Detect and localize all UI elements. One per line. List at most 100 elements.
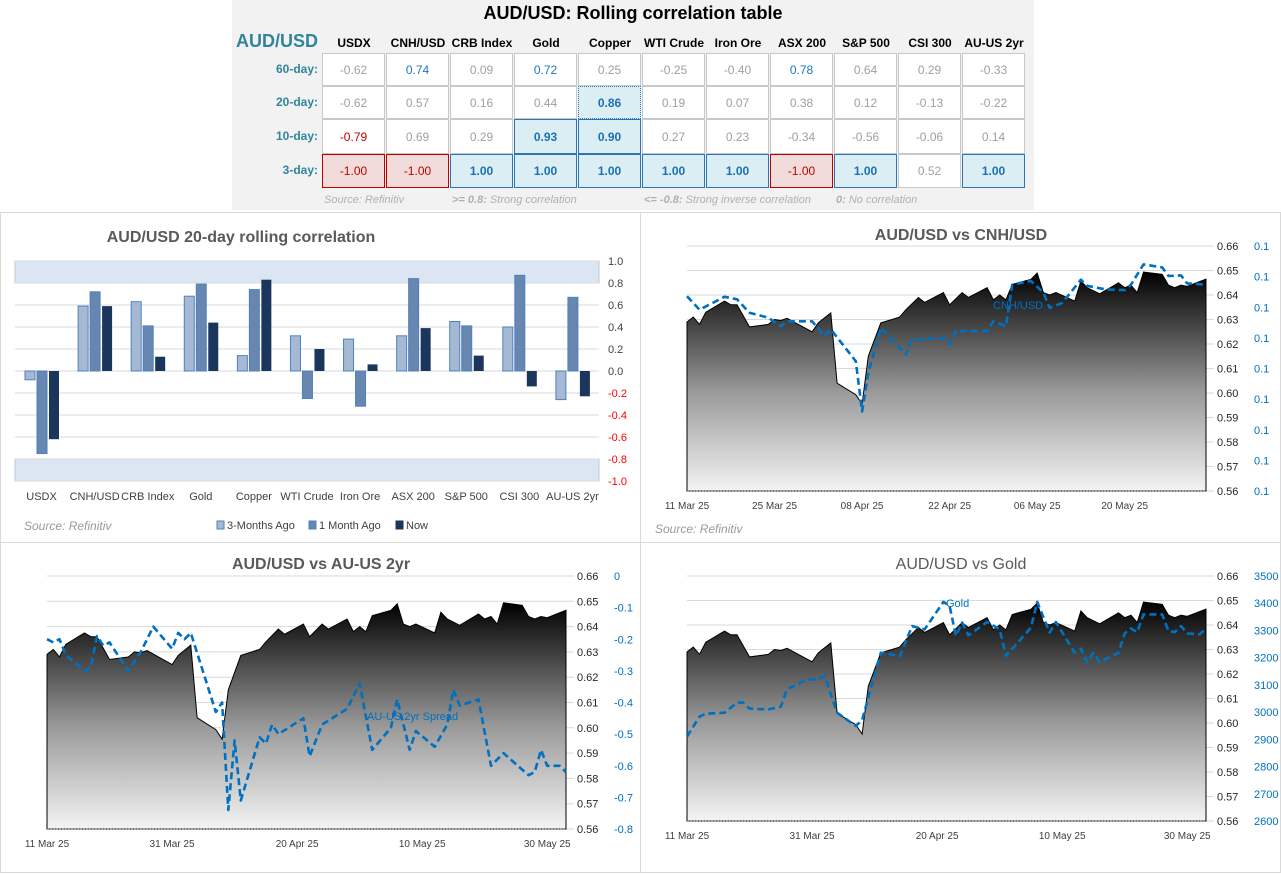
bar-now — [49, 371, 59, 440]
legend-swatch — [395, 520, 404, 530]
y-right-tick-label: 0.1 — [1254, 486, 1269, 498]
y-left-tick-label: 0.62 — [1217, 669, 1238, 681]
column-header: ASX 200 — [777, 36, 827, 50]
y-tick-label: 0.0 — [608, 366, 623, 378]
chart-title: AUD/USD vs CNH/USD — [875, 227, 1047, 244]
table-cell[interactable]: -0.79 — [322, 119, 385, 154]
table-cell[interactable]: 0.86 — [578, 86, 641, 119]
table-cell[interactable]: -0.62 — [322, 86, 385, 119]
x-tick-label: 25 Mar 25 — [752, 501, 797, 512]
x-tick-label: 10 May 25 — [399, 839, 446, 850]
legend-text: Strong inverse correlation — [685, 194, 811, 206]
table-cell[interactable]: 0.38 — [770, 86, 833, 119]
y-tick-label: 0.8 — [608, 278, 623, 290]
table-cell[interactable]: 0.27 — [642, 119, 705, 154]
y-left-tick-label: 0.59 — [1217, 413, 1238, 425]
table-cell[interactable]: -0.33 — [962, 53, 1025, 86]
table-cell[interactable]: 0.74 — [386, 53, 449, 86]
table-cell[interactable]: 0.90 — [578, 119, 641, 154]
bar-3-months-ago — [449, 321, 461, 372]
legend-key: <= -0.8: — [644, 194, 683, 206]
table-cell[interactable]: 0.25 — [578, 53, 641, 86]
y-left-tick-label: 0.57 — [577, 799, 598, 811]
table-cell[interactable]: 0.78 — [770, 53, 833, 86]
table-cell[interactable]: 1.00 — [962, 154, 1025, 188]
y-left-tick-label: 0.59 — [577, 748, 598, 760]
y-left-tick-label: 0.66 — [1217, 571, 1238, 583]
table-cell[interactable]: -1.00 — [770, 154, 833, 188]
y-left-tick-label: 0.61 — [1217, 694, 1238, 706]
table-cell[interactable]: 0.16 — [450, 86, 513, 119]
y-right-tick-label: -0.5 — [614, 729, 633, 741]
table-cell[interactable]: 0.64 — [834, 53, 897, 86]
table-cell[interactable]: 1.00 — [706, 154, 769, 188]
table-cell[interactable]: 1.00 — [578, 154, 641, 188]
bar-3-months-ago — [396, 335, 408, 372]
legend-label: 1 Month Ago — [319, 520, 381, 532]
table-cell[interactable]: 0.14 — [962, 119, 1025, 154]
legend-inverse: <= -0.8: Strong inverse correlation — [644, 194, 811, 206]
table-cell[interactable]: -0.13 — [898, 86, 961, 119]
table-cell[interactable]: 0.69 — [386, 119, 449, 154]
table-cell[interactable]: 1.00 — [514, 154, 577, 188]
y-tick-label: -1.0 — [608, 476, 627, 488]
bar-now — [579, 371, 590, 397]
legend-text: No correlation — [848, 194, 918, 206]
y-left-tick-label: 0.64 — [577, 622, 598, 634]
table-cell[interactable]: 0.93 — [514, 119, 577, 154]
y-right-tick-label: -0.8 — [614, 824, 633, 836]
table-cell[interactable]: 0.29 — [450, 119, 513, 154]
table-cell[interactable]: 0.72 — [514, 53, 577, 86]
y-right-tick-label: 3500 — [1254, 571, 1278, 583]
legend-swatch — [216, 520, 225, 530]
table-cell[interactable]: -0.34 — [770, 119, 833, 154]
table-cell[interactable]: 0.29 — [898, 53, 961, 86]
bar-now — [261, 279, 272, 371]
x-category-label: ASX 200 — [391, 491, 434, 503]
y-tick-label: 1.0 — [608, 256, 623, 268]
x-category-label: CRB Index — [121, 491, 175, 503]
legend-key: 0: — [836, 194, 846, 206]
table-cell[interactable]: -0.22 — [962, 86, 1025, 119]
bar-now — [208, 322, 219, 371]
y-right-tick-label: 0.1 — [1254, 302, 1269, 314]
x-category-label: Copper — [236, 491, 272, 503]
table-corner-label: AUD/USD — [236, 31, 319, 51]
table-cell[interactable]: 0.44 — [514, 86, 577, 119]
y-right-tick-label: 2800 — [1254, 762, 1278, 774]
table-cell[interactable]: 0.09 — [450, 53, 513, 86]
bar-1-month-ago — [195, 283, 207, 372]
y-left-tick-label: 0.57 — [1217, 792, 1238, 804]
y-left-tick-label: 0.56 — [1217, 486, 1238, 498]
table-cell[interactable]: 0.52 — [898, 154, 961, 188]
table-cell[interactable]: -0.25 — [642, 53, 705, 86]
aud-usd-area — [686, 601, 1207, 822]
y-left-tick-label: 0.64 — [1217, 290, 1238, 302]
column-header: WTI Crude — [644, 36, 704, 50]
y-right-tick-label: 3000 — [1254, 707, 1278, 719]
column-header: Gold — [532, 36, 560, 50]
y-right-tick-label: 3300 — [1254, 625, 1278, 637]
table-cell[interactable]: 1.00 — [642, 154, 705, 188]
y-right-tick-label: -0.4 — [614, 698, 633, 710]
table-cell[interactable]: 1.00 — [834, 154, 897, 188]
table-cell[interactable]: -1.00 — [386, 154, 449, 188]
table-cell[interactable]: 1.00 — [450, 154, 513, 188]
table-cell[interactable]: 0.19 — [642, 86, 705, 119]
table-cell[interactable]: 0.12 — [834, 86, 897, 119]
table-cell[interactable]: -0.40 — [706, 53, 769, 86]
row-label: 10-day: — [275, 128, 318, 143]
table-cell[interactable]: 0.07 — [706, 86, 769, 119]
spread-chart: AUD/USD vs AU-US 2yr 0.56 0.57 0.58 0.59 0.60… — [25, 556, 633, 850]
table-cell[interactable]: -0.06 — [898, 119, 961, 154]
x-category-label: CSI 300 — [499, 491, 539, 503]
table-cell[interactable]: -1.00 — [322, 154, 385, 188]
legend-swatch — [308, 520, 317, 530]
x-category-label: Gold — [189, 491, 212, 503]
table-cell[interactable]: -0.56 — [834, 119, 897, 154]
table-cell[interactable]: 0.23 — [706, 119, 769, 154]
chart-title: AUD/USD 20-day rolling correlation — [107, 229, 376, 246]
table-cell[interactable]: 0.57 — [386, 86, 449, 119]
bar-1-month-ago — [567, 296, 579, 372]
table-cell[interactable]: -0.62 — [322, 53, 385, 86]
